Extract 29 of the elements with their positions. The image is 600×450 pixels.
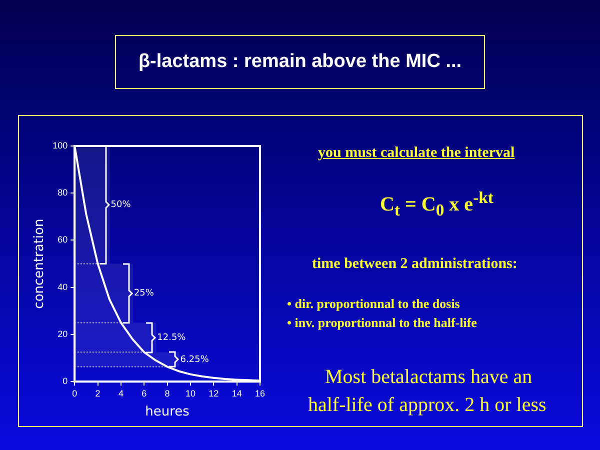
x-tick-label: 16 bbox=[254, 388, 265, 398]
x-tick-label: 12 bbox=[208, 388, 219, 398]
y-tick-label: 40 bbox=[58, 282, 68, 292]
text: • dir. proportionnal to the dosis bbox=[287, 296, 460, 312]
text: β-lactams : remain above the MIC ... bbox=[115, 35, 485, 89]
x-tick-label: 14 bbox=[232, 388, 242, 398]
text: Most betalactams have an bbox=[325, 366, 532, 389]
x-tick-label: 8 bbox=[164, 388, 170, 398]
text: time between 2 administrations: bbox=[312, 256, 518, 273]
x-axis-title: heures bbox=[145, 404, 190, 420]
y-tick-label: 0 bbox=[62, 376, 68, 386]
y-tick-label: 60 bbox=[58, 234, 68, 245]
text: you must calculate the interval bbox=[318, 145, 515, 162]
x-tick-label: 4 bbox=[118, 388, 124, 398]
x-tick-label: 2 bbox=[95, 388, 100, 398]
band-label: 12.5% bbox=[157, 332, 186, 343]
band-label: 50% bbox=[110, 200, 132, 210]
y-tick-label: 80 bbox=[58, 188, 68, 198]
x-tick-label: 0 bbox=[72, 388, 78, 398]
band-label: 25% bbox=[134, 288, 154, 299]
y-axis-title: concentration bbox=[32, 218, 48, 309]
x-tick-label: 6 bbox=[142, 388, 147, 398]
y-tick-label: 20 bbox=[58, 328, 68, 339]
band-label: 6.25% bbox=[180, 354, 210, 365]
text: • inv. proportionnal to the half-life bbox=[287, 315, 477, 331]
y-tick-label: 100 bbox=[52, 140, 68, 150]
x-tick-label: 10 bbox=[185, 388, 196, 398]
text: half-life of approx. 2 h or less bbox=[308, 394, 546, 417]
text: C$_{t}$ = C$_{0}$ x e$^{-kt}$ bbox=[380, 188, 494, 221]
